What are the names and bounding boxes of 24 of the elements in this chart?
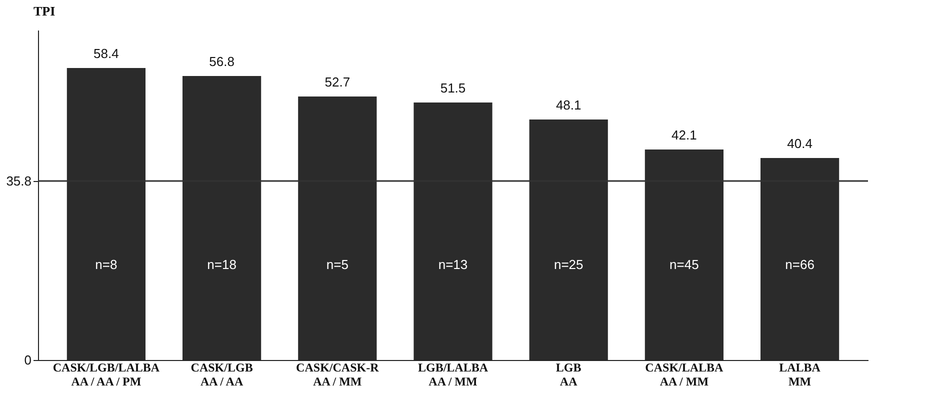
annotation: n=66 — [785, 257, 814, 272]
x-tick-label: LALBA MM — [779, 360, 821, 388]
annotation: n=18 — [207, 257, 236, 272]
x-tick-label: LGB AA — [556, 360, 582, 388]
data-label: 51.5 — [440, 80, 466, 96]
annotation: n=25 — [554, 257, 584, 272]
data-label: 42.1 — [672, 128, 697, 142]
data-label: 56.8 — [209, 54, 234, 69]
annotation: n=45 — [670, 257, 699, 272]
y-tick-label: 35.8 — [6, 174, 32, 188]
x-tick-label: CASK/LGB AA / AA — [190, 360, 253, 388]
x-tick-label: CASK/LGB/LALBA AA / AA / PM — [52, 360, 160, 388]
x-tick-label: CASK/LALBA AA / MM — [645, 360, 724, 388]
x-tick-label: LGB/LALBA AA / MM — [418, 360, 488, 388]
y-axis-title: TPI — [34, 4, 56, 18]
annotation: n=5 — [326, 257, 348, 272]
data-label: 58.4 — [94, 46, 119, 61]
annotation: n=8 — [95, 257, 118, 272]
data-label: 48.1 — [556, 98, 582, 112]
y-tick-label: 0 — [24, 352, 32, 368]
annotation: n=13 — [438, 257, 468, 272]
x-tick-label: CASK/CASK-R AA / MM — [296, 360, 380, 388]
data-label: 52.7 — [324, 74, 350, 90]
data-label: 40.4 — [787, 136, 812, 151]
